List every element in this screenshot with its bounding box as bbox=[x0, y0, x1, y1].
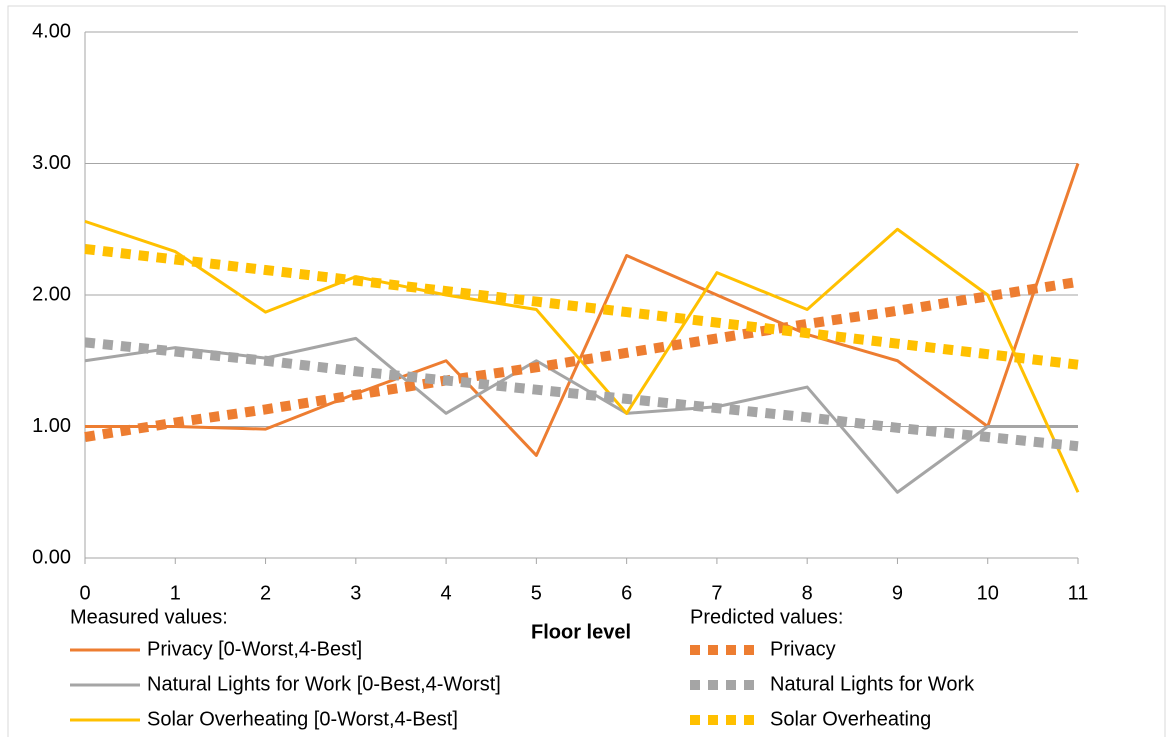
x-tick-label: 11 bbox=[1068, 582, 1089, 604]
y-tick-label: 1.00 bbox=[32, 415, 71, 437]
x-tick-label: 1 bbox=[170, 582, 181, 604]
series-line bbox=[84, 337, 1079, 452]
legend-label: Natural Lights for Work [0-Best,4-Worst] bbox=[147, 673, 501, 695]
series-line bbox=[85, 163, 1080, 457]
x-tick-label: 4 bbox=[441, 582, 452, 604]
chart-frame bbox=[7, 5, 1166, 737]
y-tick-label: 2.00 bbox=[32, 283, 71, 305]
x-tick-label: 7 bbox=[711, 582, 722, 604]
legend-label: Privacy [0-Worst,4-Best] bbox=[147, 638, 362, 660]
x-tick-label: 0 bbox=[79, 582, 90, 604]
x-tick-label: 5 bbox=[531, 582, 542, 604]
x-tick-label: 10 bbox=[977, 582, 999, 604]
y-tick-label: 4.00 bbox=[32, 20, 71, 42]
legend-label: Solar Overheating bbox=[770, 708, 931, 730]
legend-heading: Measured values: bbox=[70, 606, 228, 628]
y-tick-label: 3.00 bbox=[32, 152, 71, 174]
x-tick-label: 8 bbox=[802, 582, 813, 604]
series-line bbox=[84, 276, 1079, 442]
x-axis-title: Floor level bbox=[531, 621, 631, 643]
legend-label: Solar Overheating [0-Worst,4-Best] bbox=[147, 708, 458, 730]
series-line bbox=[84, 244, 1079, 370]
series-line bbox=[84, 219, 1080, 493]
legend-heading: Predicted values: bbox=[690, 606, 843, 628]
x-tick-label: 9 bbox=[892, 582, 903, 604]
x-tick-label: 2 bbox=[260, 582, 271, 604]
x-tick-label: 6 bbox=[621, 582, 632, 604]
x-tick-label: 3 bbox=[350, 582, 361, 604]
legend-label: Natural Lights for Work bbox=[770, 673, 975, 695]
legend-label: Privacy bbox=[770, 638, 836, 660]
y-tick-label: 0.00 bbox=[32, 546, 71, 568]
